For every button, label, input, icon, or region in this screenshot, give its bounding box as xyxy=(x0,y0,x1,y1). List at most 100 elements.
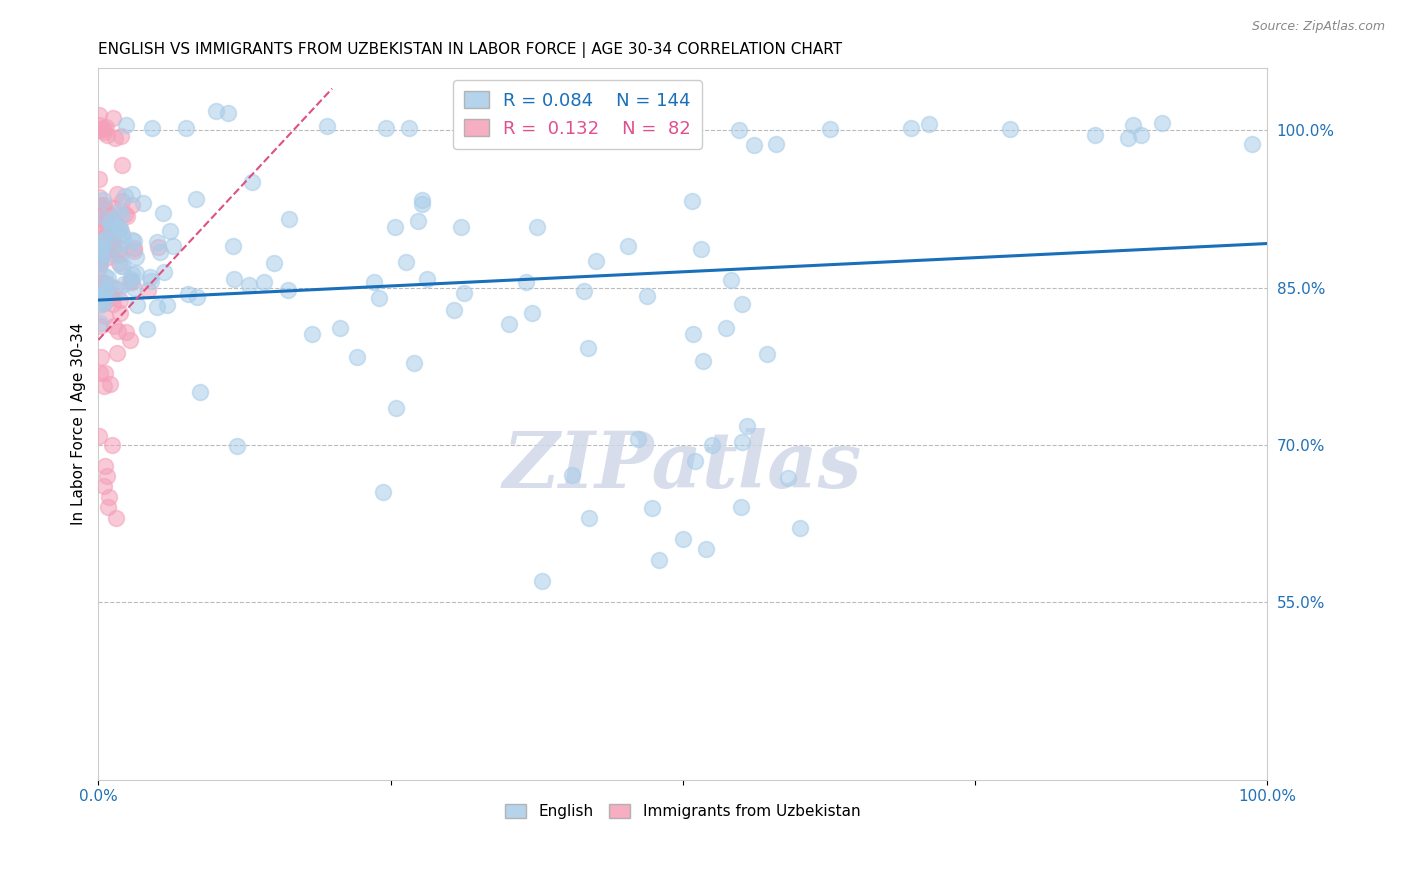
Point xyxy=(186,290,208,304)
Point xyxy=(205,104,228,119)
Point xyxy=(1118,130,1140,145)
Point xyxy=(93,126,115,140)
Point xyxy=(108,293,131,307)
Point xyxy=(450,220,472,235)
Point xyxy=(789,521,811,535)
Point xyxy=(87,190,110,204)
Point xyxy=(120,272,142,286)
Point xyxy=(101,234,124,248)
Point xyxy=(222,272,245,286)
Point xyxy=(111,236,134,251)
Point xyxy=(108,247,131,261)
Point xyxy=(104,511,127,525)
Point xyxy=(89,255,111,269)
Point xyxy=(122,241,145,255)
Point xyxy=(186,192,208,206)
Point xyxy=(89,255,111,269)
Point xyxy=(93,277,115,291)
Point xyxy=(363,275,385,289)
Point xyxy=(100,291,122,305)
Point xyxy=(115,209,138,223)
Point xyxy=(531,574,554,588)
Point xyxy=(111,194,134,208)
Point xyxy=(108,222,131,236)
Point xyxy=(728,123,751,137)
Point xyxy=(91,293,114,307)
Point xyxy=(90,242,112,256)
Point xyxy=(188,385,211,400)
Point xyxy=(93,210,115,224)
Point xyxy=(730,296,752,310)
Point xyxy=(100,222,122,236)
Point xyxy=(406,213,429,227)
Point xyxy=(132,195,155,210)
Point xyxy=(114,207,136,221)
Point xyxy=(93,285,115,300)
Point xyxy=(735,419,758,434)
Point xyxy=(818,121,841,136)
Point xyxy=(90,247,112,261)
Point xyxy=(149,245,172,260)
Point xyxy=(681,194,703,208)
Point xyxy=(695,542,717,557)
Point xyxy=(98,208,121,222)
Text: Source: ZipAtlas.com: Source: ZipAtlas.com xyxy=(1251,20,1385,33)
Point xyxy=(141,120,163,135)
Point xyxy=(93,284,115,298)
Point xyxy=(217,105,239,120)
Point xyxy=(121,233,143,247)
Point xyxy=(89,366,111,380)
Point xyxy=(139,273,162,287)
Point xyxy=(121,275,143,289)
Point xyxy=(277,284,299,298)
Point xyxy=(1084,128,1107,143)
Point xyxy=(94,367,117,381)
Point xyxy=(93,236,115,251)
Point xyxy=(918,117,941,131)
Point xyxy=(508,126,530,140)
Point xyxy=(1122,118,1144,132)
Point xyxy=(97,206,120,220)
Point xyxy=(122,234,145,248)
Point xyxy=(572,285,595,299)
Point xyxy=(97,500,120,515)
Point xyxy=(91,194,114,208)
Point xyxy=(730,500,752,515)
Point xyxy=(114,189,136,203)
Point xyxy=(375,121,398,136)
Point xyxy=(100,213,122,227)
Point xyxy=(576,341,599,355)
Point xyxy=(146,240,169,254)
Point xyxy=(94,309,117,323)
Point xyxy=(107,283,129,297)
Point xyxy=(371,485,394,500)
Point xyxy=(100,217,122,231)
Point xyxy=(384,220,406,235)
Point xyxy=(120,333,142,347)
Point xyxy=(346,350,368,364)
Point xyxy=(682,326,704,341)
Point xyxy=(159,224,181,238)
Point xyxy=(108,305,131,319)
Point xyxy=(384,401,406,416)
Point xyxy=(402,356,425,370)
Point xyxy=(127,298,149,312)
Point xyxy=(398,121,420,136)
Point xyxy=(87,252,110,266)
Point xyxy=(87,260,110,275)
Point xyxy=(89,429,111,443)
Point xyxy=(1130,128,1153,142)
Point xyxy=(125,250,148,264)
Point xyxy=(146,301,169,315)
Point xyxy=(89,298,111,312)
Point xyxy=(636,289,658,303)
Point xyxy=(626,432,648,446)
Point xyxy=(94,215,117,229)
Point xyxy=(105,186,128,201)
Point xyxy=(89,316,111,330)
Point xyxy=(93,121,115,136)
Point xyxy=(112,259,135,273)
Point xyxy=(93,234,115,248)
Point xyxy=(156,297,179,311)
Text: ENGLISH VS IMMIGRANTS FROM UZBEKISTAN IN LABOR FORCE | AGE 30-34 CORRELATION CHA: ENGLISH VS IMMIGRANTS FROM UZBEKISTAN IN… xyxy=(98,42,842,58)
